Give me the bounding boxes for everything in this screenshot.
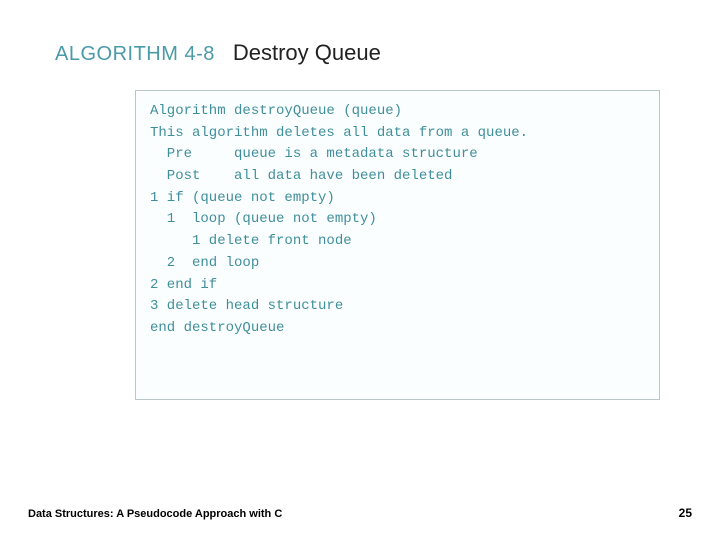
footer-page-number: 25 (679, 506, 692, 520)
slide-footer: Data Structures: A Pseudocode Approach w… (28, 506, 692, 520)
footer-book-title: Data Structures: A Pseudocode Approach w… (28, 508, 282, 520)
algorithm-title: Destroy Queue (233, 40, 381, 66)
slide-page: ALGORITHM 4-8 Destroy Queue Algorithm de… (0, 0, 720, 540)
pseudocode-listing: Algorithm destroyQueue (queue) This algo… (150, 101, 645, 340)
algorithm-header: ALGORITHM 4-8 Destroy Queue (55, 40, 381, 66)
algorithm-number-label: ALGORITHM 4-8 (55, 43, 215, 66)
pseudocode-box: Algorithm destroyQueue (queue) This algo… (135, 90, 660, 400)
